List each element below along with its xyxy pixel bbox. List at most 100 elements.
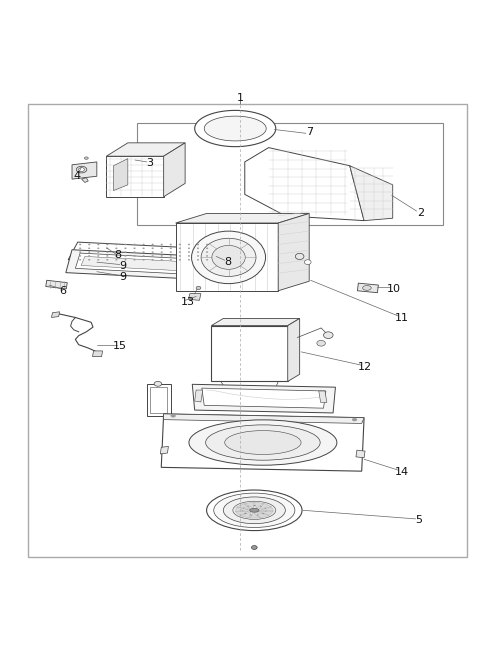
Polygon shape (211, 325, 288, 381)
Ellipse shape (154, 381, 162, 386)
Ellipse shape (161, 244, 163, 245)
Ellipse shape (79, 247, 81, 249)
Ellipse shape (143, 247, 144, 249)
Polygon shape (164, 143, 185, 197)
Ellipse shape (79, 244, 81, 245)
Ellipse shape (170, 259, 172, 260)
Polygon shape (164, 414, 364, 423)
Ellipse shape (324, 332, 333, 338)
Bar (137, 123, 443, 226)
Polygon shape (250, 513, 260, 518)
Ellipse shape (97, 255, 99, 256)
Ellipse shape (84, 157, 88, 159)
Ellipse shape (79, 168, 84, 171)
Ellipse shape (192, 231, 265, 283)
Ellipse shape (170, 251, 172, 253)
Polygon shape (114, 159, 128, 190)
Ellipse shape (242, 505, 266, 516)
Polygon shape (278, 213, 309, 291)
Ellipse shape (79, 251, 81, 253)
Ellipse shape (88, 247, 90, 249)
Polygon shape (204, 116, 266, 141)
Ellipse shape (197, 259, 199, 260)
Ellipse shape (143, 255, 144, 256)
Polygon shape (176, 213, 309, 223)
Ellipse shape (107, 251, 108, 253)
Ellipse shape (161, 259, 163, 260)
Ellipse shape (205, 425, 320, 461)
Polygon shape (93, 351, 103, 357)
Ellipse shape (97, 244, 99, 245)
Ellipse shape (97, 251, 99, 253)
Polygon shape (81, 256, 211, 272)
Ellipse shape (133, 259, 135, 260)
Ellipse shape (304, 260, 311, 264)
Ellipse shape (352, 418, 357, 421)
Text: 7: 7 (306, 127, 313, 137)
Ellipse shape (197, 244, 199, 245)
Ellipse shape (196, 286, 201, 289)
Ellipse shape (88, 244, 90, 245)
Polygon shape (236, 507, 249, 512)
Ellipse shape (116, 244, 117, 245)
Ellipse shape (133, 251, 135, 253)
Polygon shape (319, 391, 327, 402)
Ellipse shape (88, 251, 90, 253)
Text: 9: 9 (120, 272, 127, 282)
Polygon shape (356, 450, 365, 458)
Ellipse shape (317, 340, 325, 346)
Ellipse shape (79, 255, 81, 256)
Ellipse shape (170, 255, 172, 256)
Text: 12: 12 (358, 362, 372, 372)
Ellipse shape (233, 501, 276, 520)
Ellipse shape (188, 255, 190, 256)
Text: 14: 14 (395, 467, 409, 477)
Ellipse shape (152, 255, 154, 256)
Ellipse shape (107, 247, 108, 249)
Text: 11: 11 (395, 312, 409, 323)
Ellipse shape (152, 259, 154, 260)
Ellipse shape (295, 253, 304, 260)
Ellipse shape (188, 244, 190, 245)
Ellipse shape (79, 259, 81, 260)
Ellipse shape (179, 259, 181, 260)
Ellipse shape (188, 251, 190, 253)
Ellipse shape (133, 247, 135, 249)
Ellipse shape (97, 259, 99, 260)
Ellipse shape (197, 251, 199, 253)
Ellipse shape (201, 238, 256, 276)
Polygon shape (72, 162, 97, 179)
Ellipse shape (170, 247, 172, 249)
Polygon shape (51, 312, 60, 318)
Polygon shape (260, 507, 273, 511)
Ellipse shape (188, 259, 190, 260)
Ellipse shape (170, 244, 172, 245)
Polygon shape (211, 318, 300, 325)
Polygon shape (237, 504, 251, 508)
Ellipse shape (161, 247, 163, 249)
Ellipse shape (107, 259, 108, 260)
Ellipse shape (179, 251, 181, 253)
Text: 5: 5 (416, 515, 422, 525)
Polygon shape (358, 283, 378, 293)
Polygon shape (259, 511, 273, 515)
Ellipse shape (143, 259, 144, 260)
Ellipse shape (107, 244, 108, 245)
Ellipse shape (124, 247, 126, 249)
Ellipse shape (188, 247, 190, 249)
Polygon shape (161, 414, 364, 471)
Polygon shape (68, 242, 221, 267)
Polygon shape (189, 294, 201, 300)
Ellipse shape (88, 259, 90, 260)
Polygon shape (195, 110, 276, 147)
Ellipse shape (124, 259, 126, 260)
Ellipse shape (206, 259, 208, 260)
Polygon shape (66, 250, 225, 280)
Polygon shape (202, 388, 326, 408)
Ellipse shape (179, 255, 181, 256)
Text: 9: 9 (120, 261, 127, 271)
Ellipse shape (143, 244, 144, 245)
Polygon shape (350, 166, 393, 220)
Ellipse shape (206, 490, 302, 531)
Ellipse shape (116, 251, 117, 253)
